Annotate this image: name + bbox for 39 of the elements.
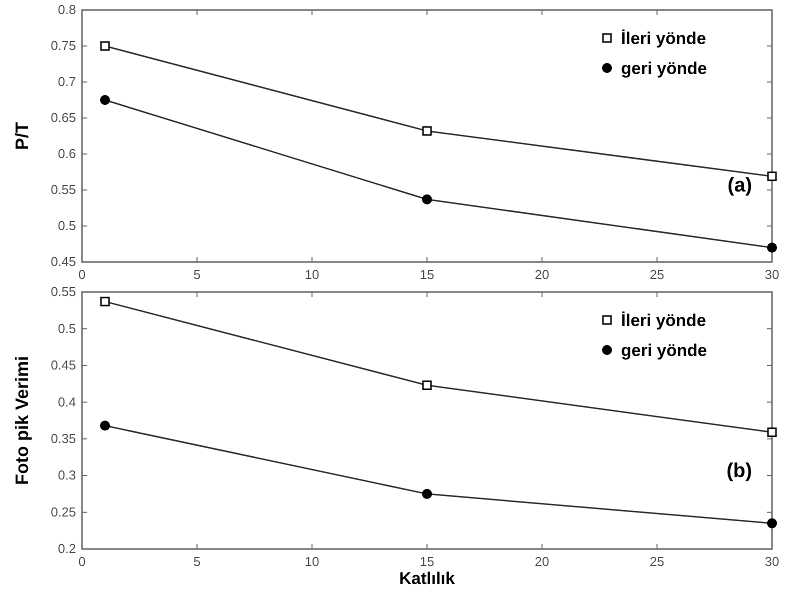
y-tick-label: 0.55: [50, 284, 76, 300]
legend-label: İleri yönde: [621, 311, 706, 330]
y-axis-title: P/T: [12, 122, 32, 150]
annotation: (a): [728, 174, 752, 196]
x-tick-label: 0: [78, 267, 86, 282]
y-axis-title: Foto pik Verimi: [12, 356, 32, 486]
y-tick-label: 0.45: [50, 358, 76, 373]
y-tick-label: 0.5: [58, 218, 76, 234]
y-tick-label: 0.5: [58, 320, 76, 336]
y-tick-label: 0.8: [58, 2, 76, 18]
y-tick-label: 0.75: [50, 38, 76, 54]
x-tick-label: 10: [304, 267, 320, 282]
y-tick-label: 0.65: [50, 110, 76, 126]
x-tick-label: 15: [420, 267, 434, 282]
legend-label: geri yönde: [621, 341, 707, 360]
x-tick-label: 15: [420, 554, 434, 570]
annotation: (b): [726, 460, 752, 482]
x-tick-label: 25: [650, 554, 664, 570]
y-tick-label: 0.2: [58, 541, 76, 556]
y-tick-label: 0.6: [58, 146, 76, 162]
x-tick-label: 0: [78, 554, 86, 570]
x-tick-label: 5: [193, 554, 201, 570]
y-tick-label: 0.25: [50, 504, 76, 520]
x-axis-title: Katlılık: [399, 569, 456, 588]
x-tick-label: 30: [764, 554, 780, 570]
y-tick-label: 0.55: [50, 182, 76, 198]
legend-label: geri yönde: [621, 59, 707, 78]
y-tick-label: 0.45: [50, 254, 76, 270]
x-tick-label: 30: [764, 267, 780, 282]
x-tick-label: 5: [193, 267, 201, 282]
y-tick-label: 0.35: [50, 431, 76, 446]
y-tick-label: 0.7: [58, 74, 76, 90]
x-tick-label: 10: [304, 554, 320, 570]
x-tick-label: 20: [534, 267, 550, 282]
legend-label: İleri yönde: [621, 29, 706, 48]
x-tick-label: 25: [650, 267, 664, 282]
x-tick-label: 20: [534, 554, 550, 570]
y-tick-label: 0.3: [58, 468, 76, 483]
y-tick-label: 0.4: [58, 394, 76, 410]
